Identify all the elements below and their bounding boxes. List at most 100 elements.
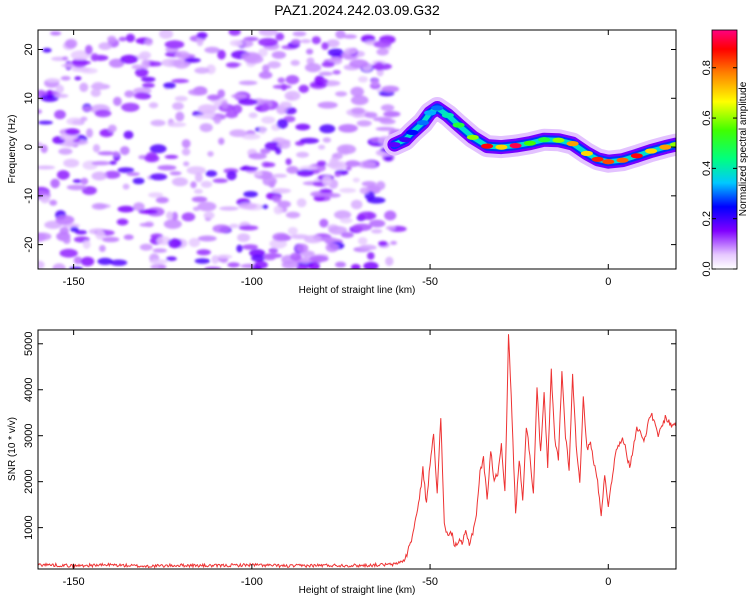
noise-blob <box>251 265 262 269</box>
noise-blob <box>80 256 95 267</box>
noise-blob <box>350 199 363 210</box>
noise-blob <box>290 252 302 261</box>
noise-blob <box>73 256 83 265</box>
noise-blob <box>258 30 278 37</box>
noise-blob <box>219 206 239 211</box>
noise-blob <box>284 90 301 101</box>
noise-blob <box>125 33 135 43</box>
noise-blob <box>212 178 228 183</box>
noise-blob <box>212 224 231 233</box>
noise-blob <box>120 54 139 64</box>
noise-blob <box>175 111 185 122</box>
noise-blob <box>285 158 292 166</box>
bottom-axis-ticks: -150 -100 -50 0 1000 2000 3000 4000 5000 <box>23 330 676 588</box>
noise-blob <box>207 94 221 101</box>
noise-blob <box>156 236 172 246</box>
noise-blob <box>139 222 154 227</box>
noise-blob <box>371 229 383 234</box>
noise-blob <box>204 266 222 269</box>
noise-blob <box>229 39 243 47</box>
ridge-point <box>509 143 522 149</box>
snr-line <box>38 334 676 569</box>
noise-blob <box>338 124 358 133</box>
noise-blob <box>152 248 167 253</box>
x-tick-label: 0 <box>605 276 611 288</box>
noise-blob <box>117 167 135 174</box>
noise-blob <box>221 100 229 109</box>
noise-blob <box>277 77 286 84</box>
noise-blob <box>268 247 279 254</box>
ridge-point <box>441 112 454 118</box>
noise-blob <box>352 223 373 231</box>
noise-blob <box>196 32 208 39</box>
noise-blob <box>314 75 325 86</box>
y-tick-label: 3000 <box>23 423 35 447</box>
noise-blob <box>184 57 201 63</box>
noise-blob <box>376 48 389 56</box>
noise-blob <box>318 144 326 150</box>
noise-blob <box>290 234 309 240</box>
noise-blob <box>79 82 89 93</box>
noise-blob <box>309 255 329 263</box>
bottom-x-axis-label: Height of straight line (km) <box>299 585 416 596</box>
noise-blob <box>126 172 140 177</box>
noise-blob <box>231 93 247 99</box>
ridge-point <box>591 156 604 162</box>
noise-blob <box>194 67 210 74</box>
snr-series <box>38 334 676 569</box>
noise-blob <box>59 227 69 235</box>
noise-blob <box>70 226 79 232</box>
noise-blob <box>299 137 320 144</box>
noise-blob <box>85 44 93 55</box>
noise-blob <box>384 210 397 221</box>
noise-blob <box>290 39 301 45</box>
bottom-plot-frame <box>37 329 677 570</box>
bottom-y-axis-label: SNR (10 * v/v) <box>7 417 18 481</box>
ridge-point <box>406 129 419 135</box>
noise-blob <box>80 116 88 122</box>
noise-blob <box>381 85 400 93</box>
ridge-point <box>388 142 401 148</box>
noise-blob <box>38 142 43 147</box>
noise-blob <box>190 181 197 189</box>
noise-blob <box>197 235 217 242</box>
noise-blob <box>384 156 393 161</box>
noise-blob <box>225 62 240 68</box>
noise-blob <box>335 91 348 97</box>
noise-blob <box>272 232 290 242</box>
noise-blob <box>149 144 167 154</box>
noise-blob <box>135 67 149 78</box>
y-tick-label: 2000 <box>23 469 35 493</box>
noise-blob <box>227 262 240 268</box>
noise-blob <box>196 249 211 256</box>
noise-blob <box>109 160 117 165</box>
noise-blob <box>54 93 69 98</box>
noise-blob <box>350 263 361 269</box>
noise-blob <box>277 140 291 149</box>
noise-blob <box>327 48 344 57</box>
noise-blob <box>286 166 299 174</box>
noise-blob <box>339 188 357 193</box>
noise-blob <box>175 50 190 59</box>
noise-blob <box>80 177 89 185</box>
noise-blob <box>359 187 370 195</box>
ridge-point <box>495 144 508 150</box>
noise-blob <box>237 233 251 243</box>
noise-blob <box>258 48 268 57</box>
top-x-axis-label: Height of straight line (km) <box>299 285 416 296</box>
noise-blob <box>296 243 309 253</box>
noise-blob <box>104 170 121 179</box>
noise-blob <box>59 248 78 258</box>
colorbar-tick-label: 0.2 <box>701 211 713 226</box>
noise-blob <box>164 154 179 159</box>
noise-blob <box>283 107 297 115</box>
noise-blob <box>311 36 321 45</box>
noise-blob <box>322 175 332 186</box>
noise-blob <box>207 151 214 157</box>
noise-blob <box>262 176 277 187</box>
noise-blob <box>148 102 159 109</box>
noise-blob <box>317 101 338 109</box>
noise-blob <box>322 137 332 143</box>
noise-blob <box>42 47 52 53</box>
noise-blob <box>319 124 336 134</box>
